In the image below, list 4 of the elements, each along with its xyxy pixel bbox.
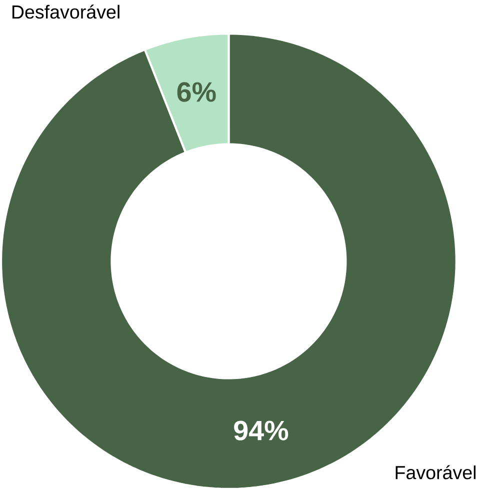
- slice-label: Favorável: [396, 465, 476, 480]
- data-label: 6%: [177, 82, 216, 102]
- slice-label: Desfavorável: [12, 4, 120, 19]
- data-label: 94%: [234, 420, 288, 440]
